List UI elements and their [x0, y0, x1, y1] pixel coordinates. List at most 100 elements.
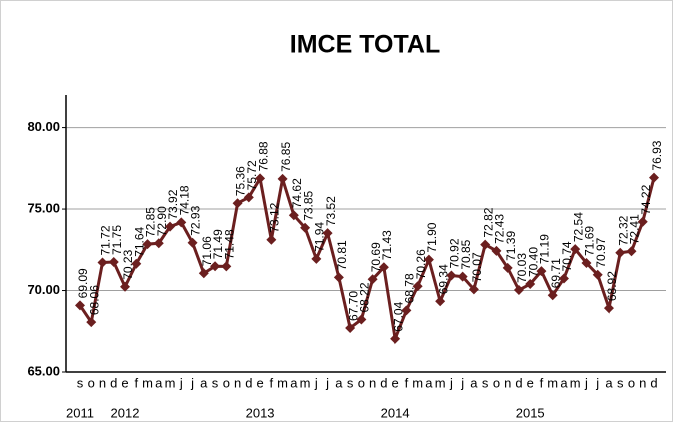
data-label: 70.85: [459, 239, 473, 269]
x-tick-label: m: [435, 375, 446, 390]
x-tick-label: j: [595, 375, 599, 390]
x-tick-label: m: [300, 375, 311, 390]
x-tick-label: n: [639, 375, 646, 390]
x-tick-label: o: [493, 375, 500, 390]
data-marker: [232, 198, 243, 209]
data-marker: [446, 270, 457, 281]
y-tick-label: 80.00: [27, 119, 60, 134]
data-label: 71.48: [222, 229, 236, 259]
data-marker: [525, 279, 536, 290]
data-marker: [423, 254, 434, 265]
data-marker: [626, 246, 637, 257]
data-label: 70.26: [414, 249, 428, 279]
x-tick-label: a: [335, 375, 343, 390]
data-marker: [322, 228, 333, 239]
data-marker: [367, 274, 378, 285]
data-marker: [491, 245, 502, 256]
data-label: 71.90: [425, 222, 439, 252]
x-tick-label: o: [628, 375, 635, 390]
data-label: 68.06: [87, 285, 101, 315]
x-tick-label: n: [369, 375, 376, 390]
data-label: 70.07: [470, 252, 484, 282]
data-label: 72.32: [616, 215, 630, 245]
x-tick-label: j: [179, 375, 183, 390]
data-label: 71.49: [211, 229, 225, 259]
data-marker: [97, 257, 108, 268]
data-marker: [457, 271, 468, 282]
x-group-label: 2015: [516, 405, 545, 420]
data-marker: [142, 239, 153, 250]
y-tick-label: 65.00: [27, 363, 60, 378]
x-tick-label: m: [142, 375, 153, 390]
x-tick-label: a: [290, 375, 298, 390]
data-label: 70.03: [515, 253, 529, 283]
data-marker: [637, 216, 648, 227]
data-label: 70.74: [560, 241, 574, 271]
data-marker: [547, 290, 558, 301]
data-marker: [356, 314, 367, 325]
x-tick-label: m: [277, 375, 288, 390]
data-marker: [165, 221, 176, 232]
data-label: 71.64: [132, 226, 146, 256]
data-label: 73.85: [301, 190, 315, 220]
data-marker: [536, 266, 547, 277]
x-tick-label: f: [405, 375, 409, 390]
data-marker: [502, 262, 513, 273]
data-label: 70.81: [335, 240, 349, 270]
x-tick-label: a: [470, 375, 478, 390]
data-marker: [345, 323, 356, 334]
data-marker: [311, 253, 322, 264]
x-tick-label: e: [256, 375, 263, 390]
data-marker: [603, 303, 614, 314]
data-label: 68.78: [403, 273, 417, 303]
x-tick-label: a: [560, 375, 568, 390]
data-marker: [198, 268, 209, 279]
data-label: 72.41: [628, 214, 642, 244]
data-label: 68.22: [358, 282, 372, 312]
data-marker: [108, 257, 119, 268]
data-label: 70.69: [369, 242, 383, 272]
data-label: 76.88: [256, 141, 270, 171]
x-tick-label: m: [570, 375, 581, 390]
x-tick-label: n: [504, 375, 511, 390]
x-tick-label: d: [110, 375, 117, 390]
data-marker: [649, 172, 659, 183]
data-marker: [153, 238, 164, 249]
data-label: 70.40: [526, 247, 540, 277]
data-label: 72.85: [144, 207, 158, 237]
data-label: 74.18: [177, 185, 191, 215]
data-label: 71.69: [583, 226, 597, 256]
data-label: 69.71: [549, 258, 563, 288]
data-marker: [75, 300, 85, 311]
x-tick-label: a: [200, 375, 208, 390]
x-tick-label: o: [358, 375, 365, 390]
data-marker: [570, 244, 581, 255]
data-marker: [558, 273, 569, 284]
data-marker: [176, 217, 187, 228]
data-label: 70.92: [448, 238, 462, 268]
x-tick-label: d: [515, 375, 522, 390]
x-tick-label: f: [270, 375, 274, 390]
x-tick-label: j: [584, 375, 588, 390]
data-label: 75.36: [234, 166, 248, 196]
x-tick-label: d: [245, 375, 252, 390]
x-tick-label: j: [325, 375, 329, 390]
data-label: 71.94: [313, 222, 327, 252]
x-tick-label: s: [77, 375, 84, 390]
data-marker: [120, 281, 131, 292]
data-marker: [390, 333, 401, 344]
data-marker: [266, 234, 277, 245]
data-marker: [581, 257, 592, 268]
data-label: 71.06: [200, 236, 214, 266]
y-tick-label: 70.00: [27, 282, 60, 297]
data-label: 72.54: [571, 212, 585, 242]
data-marker: [277, 173, 288, 184]
data-marker: [615, 247, 626, 258]
data-label: 70.23: [121, 249, 135, 279]
x-tick-label: o: [88, 375, 95, 390]
data-label: 70.97: [594, 237, 608, 267]
data-marker: [378, 262, 389, 273]
data-marker: [221, 261, 232, 272]
data-label: 73.12: [268, 202, 282, 232]
